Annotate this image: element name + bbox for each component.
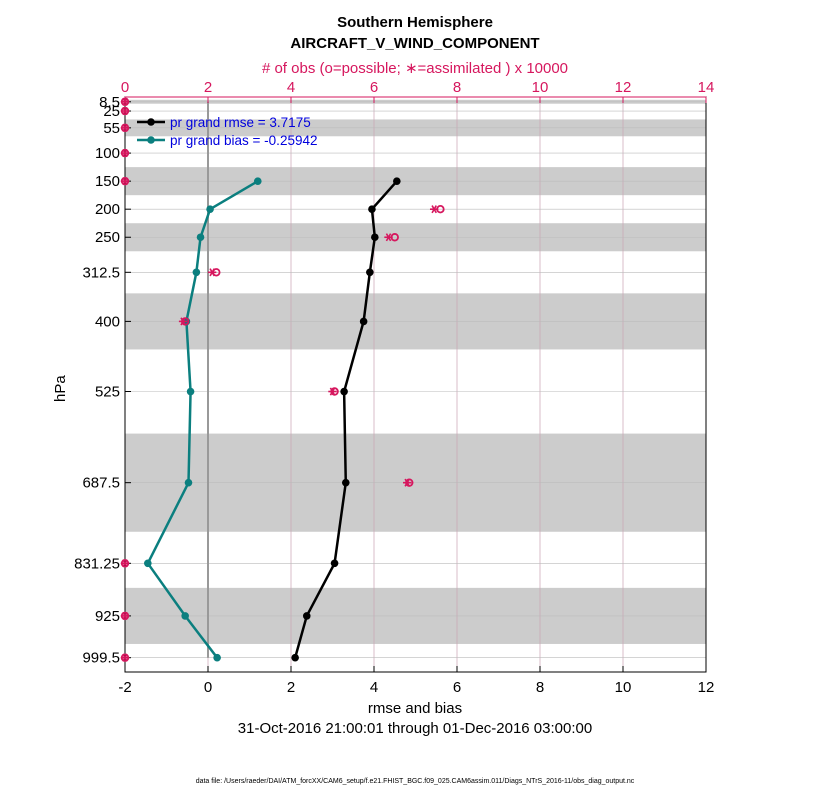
legend-label-rmse: pr grand rmse = 3.7175 (170, 115, 311, 130)
y-axis-label: hPa (52, 375, 69, 402)
obs-assimilated-marker (120, 106, 130, 116)
obs-assimilated-marker (120, 177, 130, 186)
data-point-rmse (341, 478, 350, 487)
obs-assimilated-marker (120, 149, 130, 158)
obs-assimilated-marker (120, 123, 130, 132)
y-tick-label: 925 (95, 608, 120, 625)
asterisk-stroke (122, 149, 128, 158)
y-tick-label: 999.5 (82, 650, 120, 667)
obs-assimilated-marker (384, 233, 393, 242)
y-tick-label: 400 (95, 313, 120, 330)
date-range: 31-Oct-2016 21:00:01 through 01-Dec-2016… (237, 720, 593, 737)
data-point-rmse (368, 205, 376, 213)
y-tick-label: 100 (95, 145, 120, 162)
obs-assimilated-marker (328, 387, 337, 396)
top-tick-label: 6 (370, 79, 378, 96)
top-tick-label: 12 (615, 79, 632, 96)
asterisk-stroke (329, 387, 336, 396)
data-point-bias (181, 612, 189, 620)
data-point-bias (192, 268, 201, 277)
asterisk-stroke (122, 123, 128, 132)
y-tick-label: 312.5 (82, 264, 120, 281)
y-tick-label: 150 (95, 173, 120, 190)
data-point-rmse (302, 612, 311, 620)
x-tick-label: 4 (370, 679, 378, 696)
y-tick-label: 55 (103, 120, 120, 137)
data-point-bias (196, 233, 205, 242)
y-tick-label: 200 (95, 201, 120, 218)
obs-assimilated-marker (207, 268, 217, 277)
top-tick-label: 4 (287, 79, 295, 96)
obs-assimilated-marker (429, 205, 439, 214)
obs-assimilated-marker (120, 97, 130, 106)
obs-count-axis-label: # of obs (o=possible; ∗=assimilated ) x … (261, 60, 569, 77)
data-point-rmse (359, 317, 368, 326)
series-line-bias (146, 180, 259, 659)
x-tick-label: 6 (453, 679, 461, 696)
data-point-rmse (291, 653, 299, 662)
data-point-bias (184, 478, 193, 487)
asterisk-stroke (122, 559, 128, 568)
y-tick-label: 525 (95, 384, 120, 401)
data-point-bias (144, 559, 152, 568)
data-point-bias (186, 387, 195, 396)
asterisk-stroke (122, 653, 128, 662)
top-tick-label: 0 (121, 79, 129, 96)
data-point-rmse (371, 233, 379, 242)
x-tick-label: 8 (536, 679, 544, 696)
x-axis-label: rmse and bias (367, 700, 463, 717)
obs-assimilated-marker (120, 611, 130, 620)
y-tick-label: 250 (95, 229, 120, 246)
y-tick-label: 687.5 (82, 475, 120, 492)
asterisk-stroke (404, 478, 410, 487)
asterisk-stroke (180, 317, 186, 326)
y-tick-label: 831.25 (74, 555, 120, 572)
legend-marker-rmse (147, 118, 155, 126)
asterisk-stroke (122, 611, 128, 620)
y-tick-label: 8.5 (99, 94, 120, 111)
asterisk-stroke (209, 268, 215, 277)
data-point-rmse (366, 268, 374, 277)
data-point-bias (213, 653, 221, 662)
obs-assimilated-marker (120, 653, 130, 662)
legend-marker-bias (147, 136, 155, 144)
y-tick-label: 25 (103, 103, 120, 120)
asterisk-stroke (122, 97, 128, 106)
x-tick-label: 2 (287, 679, 295, 696)
x-tick-label: -2 (118, 679, 131, 696)
x-tick-label: 10 (615, 679, 632, 696)
x-tick-label: 12 (698, 679, 715, 696)
data-point-bias (206, 205, 214, 213)
top-tick-label: 2 (204, 79, 212, 96)
chart-title: Southern Hemisphere (337, 14, 493, 31)
top-tick-label: 8 (453, 79, 461, 96)
obs-assimilated-marker (403, 478, 412, 487)
data-point-bias (253, 177, 262, 185)
data-point-rmse (340, 387, 348, 396)
obs-assimilated-marker (120, 559, 130, 568)
asterisk-stroke (431, 205, 437, 214)
data-point-rmse (393, 177, 401, 185)
data-point-rmse (330, 559, 339, 568)
series-line-rmse (293, 180, 398, 659)
asterisk-stroke (385, 233, 392, 242)
asterisk-stroke (122, 106, 128, 116)
top-tick-label: 14 (698, 79, 715, 96)
obs-assimilated-marker (178, 317, 188, 326)
top-tick-label: 10 (532, 79, 549, 96)
legend-label-bias: pr grand bias = -0.25942 (170, 133, 317, 148)
chart-subtitle: AIRCRAFT_V_WIND_COMPONENT (290, 35, 540, 52)
asterisk-stroke (122, 177, 128, 186)
data-file-footer: data file: /Users/raeder/DAI/ATM_forcXX/… (195, 778, 635, 785)
x-tick-label: 0 (204, 679, 212, 696)
